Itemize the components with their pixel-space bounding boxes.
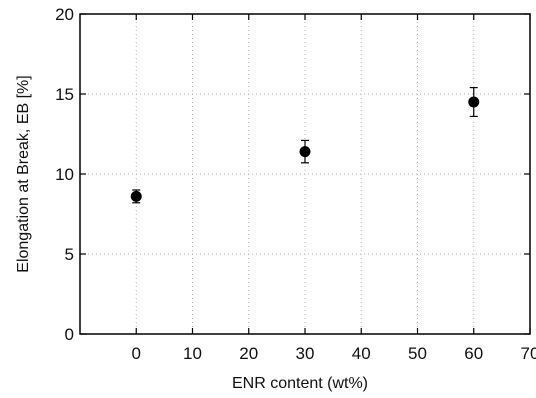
data-points xyxy=(130,86,480,204)
y-axis-title: Elongation at Break, EB [%] xyxy=(15,75,32,272)
y-tick-label: 20 xyxy=(55,5,74,24)
x-tick-label: 50 xyxy=(408,344,427,363)
y-tick-label: 15 xyxy=(55,85,74,104)
x-tick-label: 10 xyxy=(183,344,202,363)
y-tick-label: 10 xyxy=(55,165,74,184)
axis-ticks: 0 10 20 30 40 50 60 70 0 5 10 15 20 xyxy=(55,5,536,363)
y-tick-label: 5 xyxy=(65,245,74,264)
data-point xyxy=(299,146,311,158)
x-tick-label: 30 xyxy=(296,344,315,363)
x-tick-label: 70 xyxy=(521,344,536,363)
x-axis-title: ENR content (wt%) xyxy=(232,375,368,392)
x-tick-label: 20 xyxy=(239,344,258,363)
y-tick-label: 0 xyxy=(65,325,74,344)
x-tick-label: 60 xyxy=(464,344,483,363)
data-point xyxy=(468,96,480,108)
x-tick-label: 0 xyxy=(132,344,141,363)
grid xyxy=(80,13,531,335)
data-point xyxy=(130,190,142,202)
x-tick-label: 40 xyxy=(352,344,371,363)
